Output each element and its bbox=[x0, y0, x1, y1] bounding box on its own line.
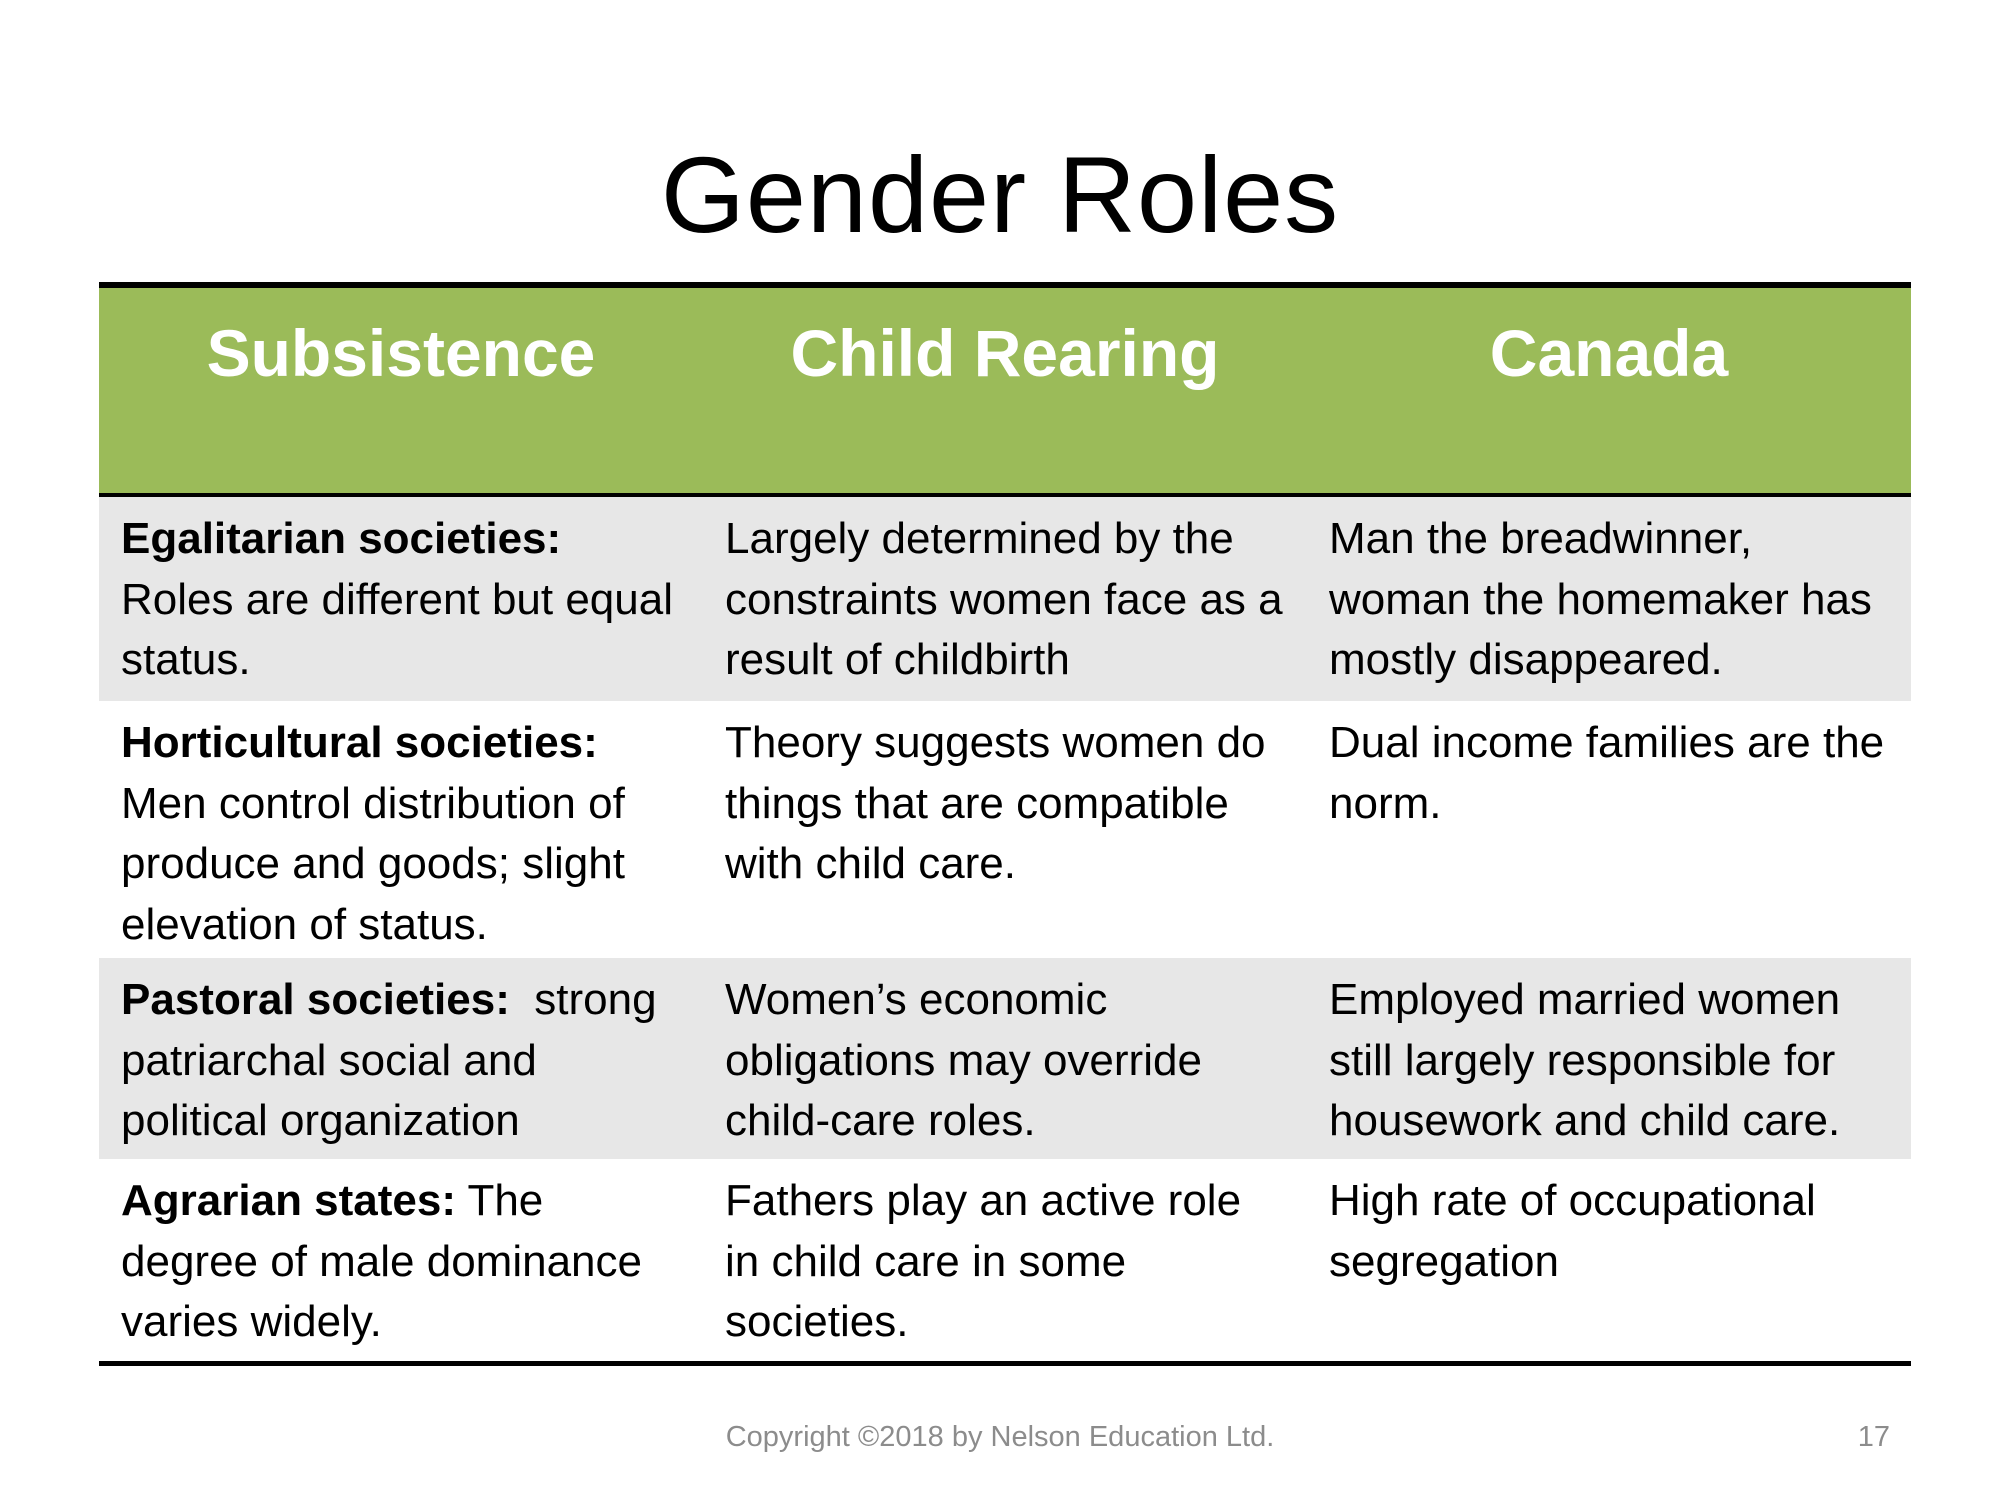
table-top-rule bbox=[99, 282, 1911, 288]
cell-text: Roles are different but equal status. bbox=[121, 574, 673, 685]
cell-canada: Employed married women still largely res… bbox=[1329, 975, 1841, 1145]
copyright-footer: Copyright ©2018 by Nelson Education Ltd. bbox=[725, 1421, 1275, 1453]
table-row: Horticultural societies: Men control dis… bbox=[99, 701, 1911, 958]
cell-subsistence: Horticultural societies: Men control dis… bbox=[99, 701, 703, 958]
header-subsistence: Subsistence bbox=[206, 316, 596, 390]
cell-text: The degree of male dominance varies wide… bbox=[121, 1176, 642, 1346]
cell-subsistence: Egalitarian societies: Roles are differe… bbox=[99, 497, 703, 701]
cell-canada: Dual income families are the norm. bbox=[1329, 718, 1885, 828]
table-header-row: Subsistence Child Rearing Canada bbox=[99, 288, 1911, 497]
cell-lead-label: Pastoral societies: bbox=[121, 975, 510, 1024]
cell-lead-label: Agrarian states: bbox=[121, 1176, 457, 1225]
table-row: Agrarian states: The degree of male domi… bbox=[99, 1159, 1911, 1361]
cell-text: strong patriarchal social and political … bbox=[121, 975, 669, 1145]
cell-canada: Man the breadwinner, woman the homemaker… bbox=[1329, 514, 1872, 684]
cell-lead-label: Horticultural societies: bbox=[121, 718, 598, 767]
cell-text: Men control distribution of produce and … bbox=[121, 778, 625, 949]
header-child-rearing: Child Rearing bbox=[790, 316, 1220, 390]
cell-child-rearing: Largely determined by the constraints wo… bbox=[725, 514, 1283, 684]
header-canada: Canada bbox=[1489, 316, 1729, 390]
cell-lead-label: Egalitarian societies: bbox=[121, 514, 562, 563]
cell-child-rearing: Women’s economic obligations may overrid… bbox=[725, 975, 1202, 1145]
page-number: 17 bbox=[1857, 1421, 1890, 1453]
cell-canada: High rate of occupational segregation bbox=[1329, 1176, 1816, 1286]
table-row: Egalitarian societies: Roles are differe… bbox=[99, 497, 1911, 701]
cell-subsistence: Pastoral societies: strong patriarchal s… bbox=[99, 958, 703, 1159]
table-bottom-rule bbox=[99, 1361, 1911, 1366]
cell-child-rearing: Theory suggests women do things that are… bbox=[725, 718, 1266, 888]
cell-child-rearing: Fathers play an active role in child car… bbox=[725, 1176, 1242, 1346]
slide-title: Gender Roles bbox=[660, 134, 1340, 255]
cell-subsistence: Agrarian states: The degree of male domi… bbox=[99, 1159, 703, 1361]
gender-roles-table: Subsistence Child Rearing Canada Egalita… bbox=[99, 282, 1911, 1366]
table-row: Pastoral societies: strong patriarchal s… bbox=[99, 958, 1911, 1159]
